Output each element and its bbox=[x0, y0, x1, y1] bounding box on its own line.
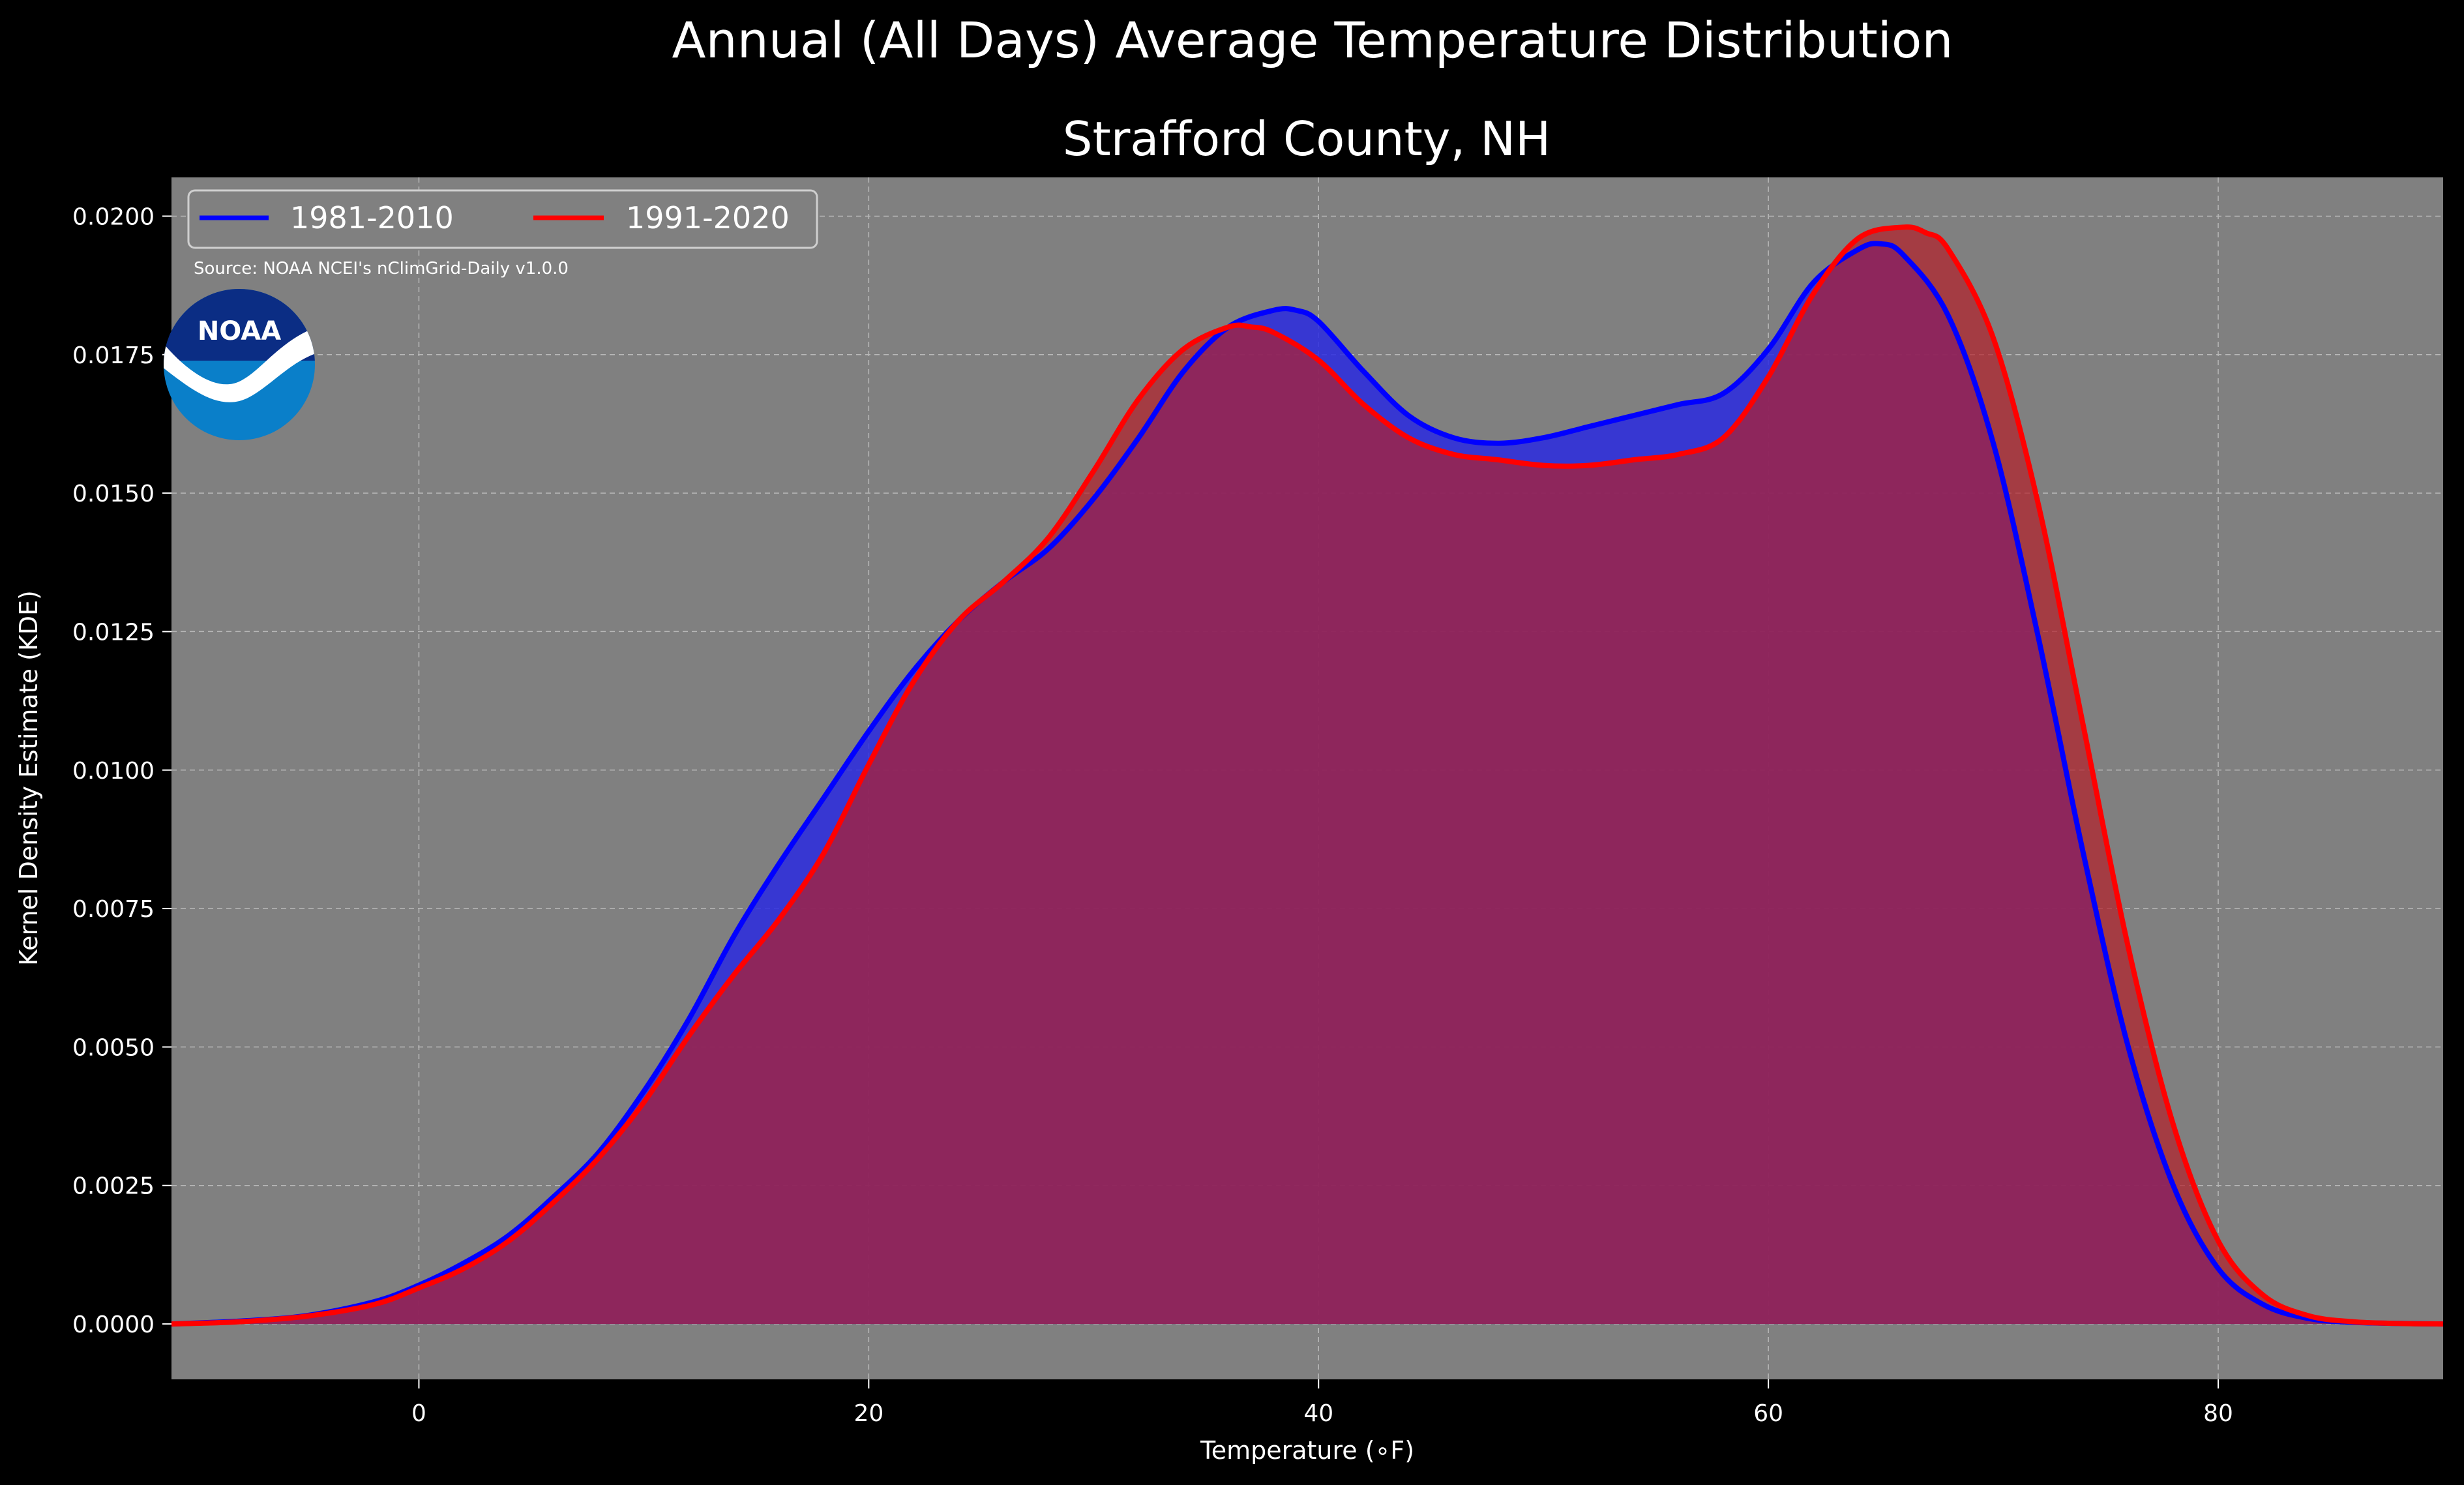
y-axis: 0.0000 0.0025 0.0050 0.0075 0.0100 0.0125 0.01… bbox=[72, 203, 171, 1338]
y-tick-label: 0.0000 bbox=[72, 1312, 155, 1338]
y-axis-label: Kernel Density Estimate (KDE) bbox=[14, 590, 43, 966]
x-axis-label: Temperature (∘F) bbox=[1200, 1436, 1414, 1465]
legend: 1981-2010 1991-2020 bbox=[187, 189, 818, 249]
legend-label-1991-2020: 1991-2020 bbox=[626, 200, 790, 235]
y-tick-label: 0.0125 bbox=[72, 619, 155, 646]
line-layer bbox=[171, 224, 2444, 1327]
legend-box bbox=[187, 189, 818, 249]
x-tick-label: 80 bbox=[2203, 1400, 2233, 1427]
y-tick-label: 0.0175 bbox=[72, 342, 155, 369]
x-tick-label: 40 bbox=[1303, 1400, 1333, 1427]
y-tick-label: 0.0050 bbox=[72, 1034, 155, 1061]
y-tick-label: 0.0150 bbox=[72, 481, 155, 507]
y-tick-label: 0.0100 bbox=[72, 758, 155, 785]
series-line-1991-2020 bbox=[171, 224, 2444, 1327]
y-tick-label: 0.0075 bbox=[72, 896, 155, 923]
series-line-1981-2010 bbox=[171, 241, 2444, 1327]
fill-layer bbox=[171, 227, 2443, 1325]
noaa-logo-text: NOAA bbox=[198, 316, 281, 346]
y-tick-label: 0.0200 bbox=[72, 203, 155, 230]
x-tick-label: 60 bbox=[1753, 1400, 1783, 1427]
series-area-1991-2020 bbox=[171, 227, 2443, 1325]
x-axis: 0 20 40 60 80 bbox=[411, 1379, 2233, 1427]
source-note: Source: NOAA NCEI's nClimGrid-Daily v1.0… bbox=[194, 259, 569, 278]
x-tick-label: 0 bbox=[411, 1400, 426, 1427]
chart-title: Strafford County, NH bbox=[1063, 112, 1551, 166]
legend-label-1981-2010: 1981-2010 bbox=[290, 200, 454, 235]
chart-suptitle: Annual (All Days) Average Temperature Di… bbox=[672, 11, 1953, 69]
x-tick-label: 20 bbox=[853, 1400, 883, 1427]
y-tick-label: 0.0025 bbox=[72, 1173, 155, 1200]
